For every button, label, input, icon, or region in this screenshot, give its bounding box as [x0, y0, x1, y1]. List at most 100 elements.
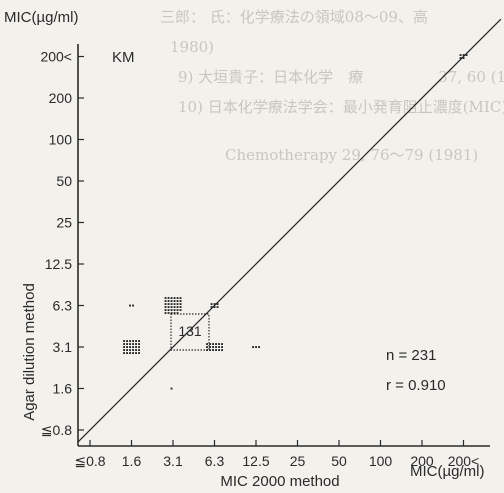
- data-point: [215, 346, 217, 348]
- data-point: [173, 306, 176, 308]
- data-point: [132, 304, 134, 307]
- stat-n: n = 231: [386, 347, 436, 364]
- x-axis-title: MIC 2000 method: [220, 473, 339, 490]
- data-point: [123, 343, 125, 345]
- data-point: [126, 352, 128, 354]
- data-point: [138, 343, 140, 345]
- data-point: [218, 343, 220, 345]
- data-point: [462, 57, 465, 59]
- data-points: [123, 54, 468, 390]
- bleed-line-1: 三郎： 氏：化学療法の領域08〜09、高: [160, 8, 428, 26]
- x-ticks: ≦0.8 1.6 3.1 6.3 12.5 25 50 100 200 200<: [74, 440, 479, 469]
- x-tick-label: 6.3: [205, 453, 225, 469]
- y-tick-label: 12.5: [45, 256, 72, 272]
- data-point: [173, 303, 176, 305]
- data-point: [123, 349, 125, 351]
- x-tick-label: 3.1: [163, 453, 183, 469]
- data-point: [179, 306, 182, 308]
- data-point: [164, 303, 167, 305]
- x-tick-label: 200: [410, 453, 434, 469]
- y-axis-title: Agar dilution method: [21, 283, 38, 421]
- data-point: [216, 306, 219, 308]
- data-point: [209, 343, 211, 345]
- data-point: [170, 312, 173, 314]
- data-point: [212, 349, 214, 351]
- identity-line: [77, 18, 502, 443]
- data-point: [173, 300, 176, 302]
- data-point: [176, 297, 179, 299]
- data-point: [132, 346, 134, 348]
- data-point: [176, 309, 179, 311]
- main-cluster-count: 131: [178, 323, 202, 339]
- data-point: [215, 349, 217, 351]
- data-point: [164, 306, 167, 308]
- data-point: [221, 343, 223, 345]
- data-point: [210, 303, 213, 305]
- data-point: [173, 309, 176, 311]
- data-point: [255, 346, 257, 348]
- data-point: [135, 340, 137, 342]
- bleed-line-4: 10) 日本化学療法学会：最小発育阻止濃度(MIC)測定法: [178, 98, 504, 116]
- data-point: [258, 346, 260, 348]
- data-point: [215, 343, 217, 345]
- data-point: [176, 306, 179, 308]
- data-point: [170, 306, 173, 308]
- y-tick-label: 50: [56, 173, 72, 189]
- data-point: [138, 349, 140, 351]
- x-tick-label: ≦0.8: [74, 453, 105, 469]
- stat-r: r = 0.910: [386, 377, 446, 394]
- data-point: [218, 346, 220, 348]
- data-point: [132, 349, 134, 351]
- data-point: [213, 306, 216, 308]
- x-tick-label: 100: [369, 453, 393, 469]
- x-tick-label: 12.5: [242, 453, 269, 469]
- data-point: [170, 303, 173, 305]
- bleed-line-2: 1980): [170, 38, 214, 56]
- x-axis-unit-label: MIC(µg/ml): [410, 463, 484, 480]
- data-point: [170, 300, 173, 302]
- data-point: [179, 309, 182, 311]
- data-point: [252, 346, 254, 348]
- data-point: [179, 303, 182, 305]
- data-point: [216, 303, 219, 305]
- data-point: [176, 312, 179, 314]
- bleed-line-5: Chemotherapy 29, 76〜79 (1981): [225, 146, 478, 164]
- y-tick-label: 100: [49, 132, 73, 148]
- data-point: [212, 343, 214, 345]
- bleed-through-text: 三郎： 氏：化学療法の領域08〜09、高 1980) 9) 大垣貴子：日本化学 …: [160, 8, 504, 164]
- y-tick-label: 25: [56, 215, 72, 231]
- x-tick-label: 1.6: [122, 453, 142, 469]
- y-tick-label: 6.3: [53, 298, 73, 314]
- data-point: [167, 312, 170, 314]
- data-point: [126, 346, 128, 348]
- x-tick-label: 50: [331, 453, 347, 469]
- data-point: [176, 300, 179, 302]
- drug-label: KM: [112, 49, 135, 66]
- data-point: [164, 312, 167, 314]
- data-point: [129, 352, 131, 354]
- data-point: [135, 343, 137, 345]
- data-point: [173, 312, 176, 314]
- data-point: [179, 300, 182, 302]
- data-point: [167, 297, 170, 299]
- data-point: [206, 343, 208, 345]
- data-point: [126, 349, 128, 351]
- data-point: [132, 340, 134, 342]
- data-point: [213, 303, 216, 305]
- data-point: [221, 346, 223, 348]
- y-ticks: ≦0.8 1.6 3.1 6.3 12.5 25 50 100 200 200<: [40, 49, 84, 438]
- y-tick-label: 3.1: [53, 339, 73, 355]
- x-tick-label: 25: [290, 453, 306, 469]
- y-tick-label: 200: [49, 90, 73, 106]
- data-point: [462, 54, 465, 56]
- data-point: [212, 346, 214, 348]
- data-point: [138, 352, 140, 354]
- data-point: [167, 300, 170, 302]
- y-axis-unit-label: MIC(µg/ml): [4, 9, 78, 26]
- y-tick-label: 1.6: [53, 381, 73, 397]
- bleed-line-3: 9) 大垣貴子：日本化学 療 37, 60 (1982): [178, 68, 504, 86]
- data-point: [135, 349, 137, 351]
- data-point: [126, 340, 128, 342]
- data-point: [164, 309, 167, 311]
